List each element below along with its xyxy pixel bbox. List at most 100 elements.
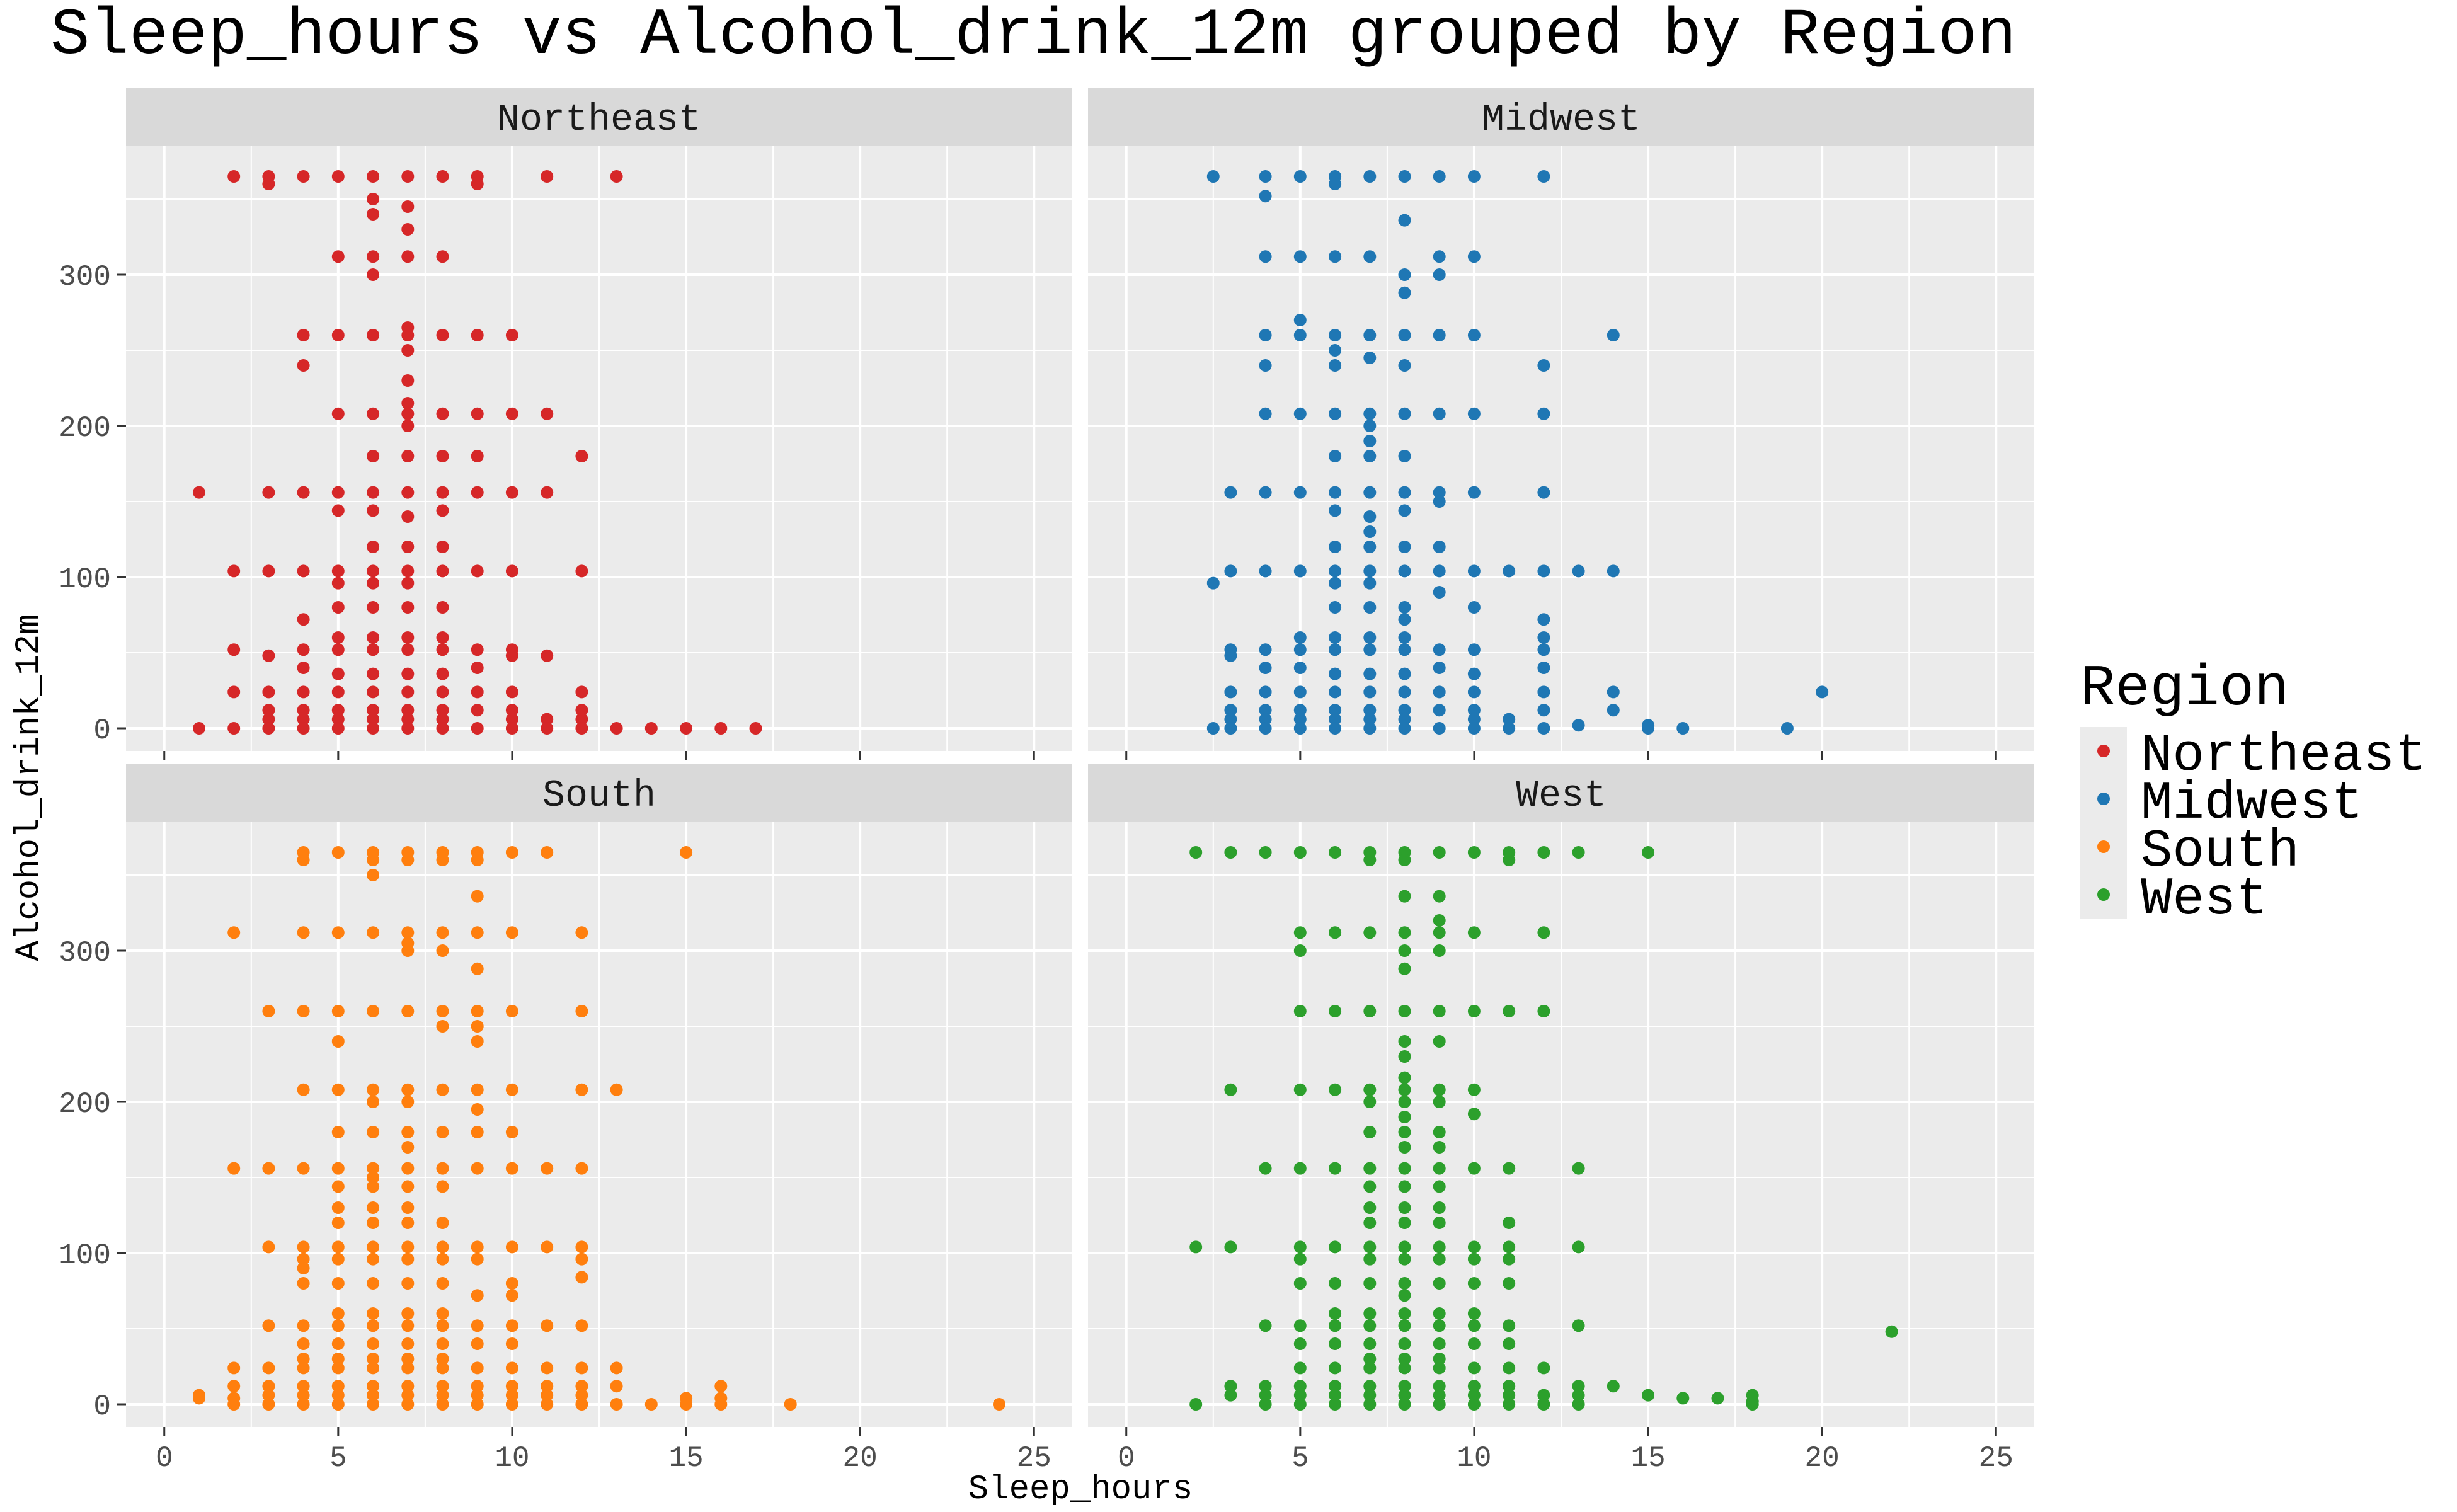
data-point <box>1293 1240 1307 1254</box>
data-point <box>505 649 518 662</box>
data-point <box>1363 1201 1377 1214</box>
data-point <box>367 268 380 281</box>
data-point <box>401 631 415 644</box>
data-point <box>297 1389 310 1402</box>
x-tick-label: 5 <box>1292 1442 1309 1475</box>
data-point <box>1363 601 1377 614</box>
data-point <box>1293 713 1307 726</box>
data-point <box>541 1319 554 1332</box>
data-point <box>1572 1162 1585 1175</box>
data-point <box>471 704 484 717</box>
data-point <box>401 1398 415 1411</box>
data-point <box>331 713 345 726</box>
data-point <box>644 1398 658 1411</box>
data-point <box>1259 190 1272 203</box>
data-point <box>1433 685 1446 699</box>
data-point <box>367 1319 380 1332</box>
data-point <box>367 407 380 420</box>
data-point <box>575 722 588 735</box>
data-point <box>262 178 275 190</box>
data-point <box>1398 667 1411 680</box>
data-point <box>193 1392 205 1405</box>
data-point <box>1503 854 1516 866</box>
data-point <box>401 1217 415 1229</box>
data-point <box>297 329 310 341</box>
y-tick-label: 100 <box>59 1239 111 1272</box>
data-point <box>227 564 241 578</box>
data-point <box>505 1398 518 1411</box>
data-point <box>367 685 380 699</box>
data-point <box>331 504 345 517</box>
data-point <box>297 1277 310 1290</box>
data-point <box>471 662 484 674</box>
data-point <box>1363 541 1377 553</box>
data-point <box>1398 944 1411 957</box>
data-point <box>1363 1217 1377 1229</box>
data-point <box>1467 486 1480 499</box>
data-point <box>367 1277 380 1290</box>
data-point <box>1329 846 1342 859</box>
data-point <box>1433 643 1446 656</box>
data-point <box>1467 1240 1480 1254</box>
data-point <box>1363 1398 1377 1411</box>
data-point <box>1398 1319 1411 1332</box>
data-point <box>541 486 554 499</box>
data-point <box>262 685 275 699</box>
data-point <box>1363 435 1377 447</box>
data-point <box>297 1353 310 1365</box>
data-point <box>1329 643 1342 656</box>
data-point <box>262 1398 275 1411</box>
data-point <box>471 1252 484 1266</box>
data-point <box>1467 713 1480 726</box>
data-point <box>505 1289 518 1302</box>
data-point <box>1329 667 1342 680</box>
data-point <box>1259 486 1272 499</box>
data-point <box>471 564 484 578</box>
data-point <box>575 1389 588 1402</box>
data-point <box>541 170 554 183</box>
data-point <box>1503 1240 1516 1254</box>
data-point <box>1259 250 1272 263</box>
data-point <box>193 722 205 735</box>
data-point <box>1398 450 1411 462</box>
data-point <box>471 1389 484 1402</box>
data-point <box>1363 685 1377 699</box>
data-point <box>1433 1126 1446 1138</box>
x-tick-label: 10 <box>495 1442 529 1475</box>
data-point <box>367 1361 380 1375</box>
data-point <box>227 643 241 656</box>
data-point <box>1467 846 1480 859</box>
data-point <box>1363 1252 1377 1266</box>
data-point <box>1293 926 1307 939</box>
data-point <box>436 1162 449 1175</box>
data-point <box>1329 504 1342 517</box>
data-point <box>505 1361 518 1375</box>
data-point <box>541 713 554 726</box>
data-point <box>1398 407 1411 420</box>
data-point <box>471 1005 484 1017</box>
data-point <box>610 170 623 183</box>
data-point <box>1259 643 1272 656</box>
data-point <box>1363 1005 1377 1017</box>
data-point <box>1537 1005 1550 1017</box>
data-point <box>331 601 345 614</box>
data-point <box>331 1217 345 1229</box>
data-point <box>1293 486 1307 499</box>
x-tick-label: 25 <box>1017 1442 1051 1475</box>
data-point <box>436 643 449 656</box>
data-point <box>1329 704 1342 717</box>
data-point <box>1398 1096 1411 1108</box>
data-point <box>193 486 205 499</box>
data-point <box>505 486 518 499</box>
data-point <box>401 1337 415 1350</box>
data-point <box>471 1337 484 1350</box>
data-point <box>1572 1319 1585 1332</box>
data-point <box>1398 170 1411 183</box>
data-point <box>1398 685 1411 699</box>
data-point <box>1503 1319 1516 1332</box>
data-point <box>367 486 380 499</box>
facet-panels: Northeast0100200300MidwestSouth010020030… <box>59 88 2034 1475</box>
data-point <box>1503 564 1516 578</box>
data-point <box>1398 1126 1411 1138</box>
data-point <box>367 1083 380 1096</box>
